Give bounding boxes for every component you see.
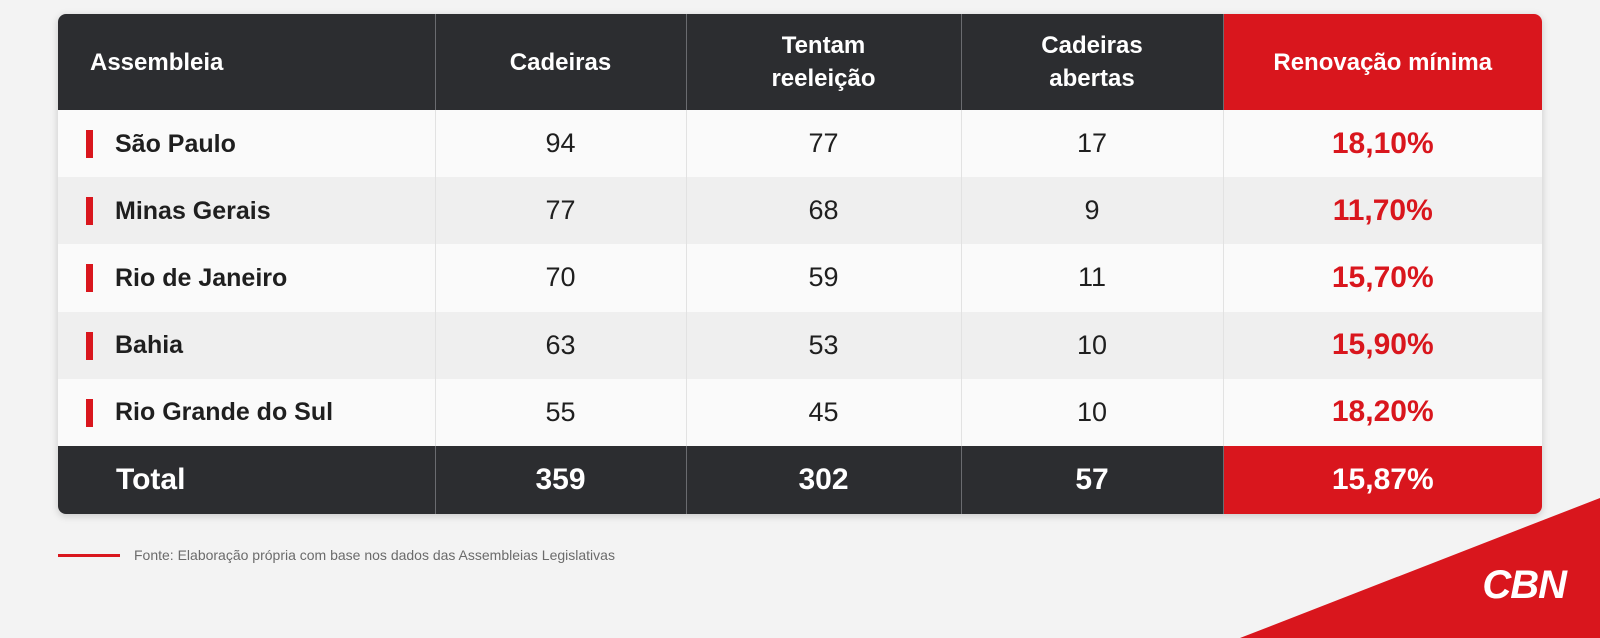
row-renovacao-minima-cell: 15,90% xyxy=(1223,311,1542,379)
header-renovacao-minima: Renovação mínima xyxy=(1223,14,1542,110)
row-cadeiras-cell: 94 xyxy=(435,110,687,178)
table-row: Rio de Janeiro 70 59 11 15,70% xyxy=(58,244,1542,312)
header-renovacao-minima-text: Renovação mínima xyxy=(1273,48,1493,76)
row-cadeiras-abertas-cell: 10 xyxy=(961,378,1224,446)
row-assembleia-cell: São Paulo xyxy=(58,110,436,178)
row-renovacao-minima-cell: 18,10% xyxy=(1223,110,1542,178)
row-assembleia-cell: Rio Grande do Sul xyxy=(58,378,436,446)
row-assembleia-cell: Bahia xyxy=(58,311,436,379)
total-row: Total 359 302 57 15,87% xyxy=(58,446,1542,514)
total-renovacao-minima: 15,87% xyxy=(1223,446,1542,514)
row-tentam-reeleicao-cell: 45 xyxy=(686,378,962,446)
table-row: São Paulo 94 77 17 18,10% xyxy=(58,110,1542,178)
header-assembleia: Assembleia xyxy=(58,14,436,110)
state-marker xyxy=(86,264,93,293)
state-marker xyxy=(86,331,93,360)
state-marker xyxy=(86,130,93,159)
header-cadeiras-abertas: Cadeiras abertas xyxy=(961,14,1224,110)
row-renovacao-minima-cell: 18,20% xyxy=(1223,378,1542,446)
header-assembleia-text: Assembleia xyxy=(90,48,224,76)
source-note: Fonte: Elaboração própria com base nos d… xyxy=(58,547,615,563)
state-marker xyxy=(86,197,93,226)
row-assembleia-cell: Minas Gerais xyxy=(58,177,436,245)
state-name: Rio Grande do Sul xyxy=(115,398,334,427)
header-cadeiras-text: Cadeiras xyxy=(509,48,612,76)
row-cadeiras-cell: 70 xyxy=(435,244,687,312)
header-tentam-reeleicao-line-2: reeleição xyxy=(771,65,876,92)
row-tentam-reeleicao-cell: 53 xyxy=(686,311,962,379)
table-row: Bahia 63 53 10 15,90% xyxy=(58,311,1542,379)
table-header-row: Assembleia Cadeiras Tentam reeleição Cad… xyxy=(58,14,1542,110)
table-row: Rio Grande do Sul 55 45 10 18,20% xyxy=(58,378,1542,446)
total-label: Total xyxy=(58,446,436,514)
row-renovacao-minima-cell: 11,70% xyxy=(1223,177,1542,245)
row-tentam-reeleicao-cell: 59 xyxy=(686,244,962,312)
state-name: Bahia xyxy=(115,331,184,360)
header-tentam-reeleicao: Tentam reeleição xyxy=(686,14,962,110)
row-tentam-reeleicao-cell: 77 xyxy=(686,110,962,178)
cbn-logo-icon: CBN xyxy=(1482,563,1567,607)
header-cadeiras-abertas-line-1: Cadeiras xyxy=(1041,32,1143,59)
brand-wedge-shape xyxy=(1240,498,1600,638)
row-renovacao-minima-cell: 15,70% xyxy=(1223,244,1542,312)
state-marker xyxy=(86,398,93,427)
row-cadeiras-abertas-cell: 17 xyxy=(961,110,1224,178)
state-name: São Paulo xyxy=(115,129,236,158)
header-tentam-reeleicao-line-1: Tentam xyxy=(781,32,866,59)
header-cadeiras: Cadeiras xyxy=(435,14,687,110)
source-accent-line xyxy=(58,553,120,557)
total-cadeiras-abertas: 57 xyxy=(961,446,1224,514)
row-cadeiras-cell: 77 xyxy=(435,177,687,245)
row-tentam-reeleicao-cell: 68 xyxy=(686,177,962,245)
row-cadeiras-cell: 55 xyxy=(435,378,687,446)
row-assembleia-cell: Rio de Janeiro xyxy=(58,244,436,312)
row-cadeiras-cell: 63 xyxy=(435,311,687,379)
results-table-container: Assembleia Cadeiras Tentam reeleição Cad… xyxy=(58,14,1542,514)
table-row: Minas Gerais 77 68 9 11,70% xyxy=(58,177,1542,245)
row-cadeiras-abertas-cell: 10 xyxy=(961,311,1224,379)
source-text: Fonte: Elaboração própria com base nos d… xyxy=(134,547,615,563)
total-cadeiras: 359 xyxy=(435,446,687,514)
total-tentam-reeleicao: 302 xyxy=(686,446,962,514)
state-name: Minas Gerais xyxy=(115,196,271,225)
row-cadeiras-abertas-cell: 9 xyxy=(961,177,1224,245)
row-cadeiras-abertas-cell: 11 xyxy=(961,244,1224,312)
header-cadeiras-abertas-line-2: abertas xyxy=(1049,65,1135,92)
state-name: Rio de Janeiro xyxy=(115,263,288,292)
assembleias-table: Assembleia Cadeiras Tentam reeleição Cad… xyxy=(58,14,1542,514)
